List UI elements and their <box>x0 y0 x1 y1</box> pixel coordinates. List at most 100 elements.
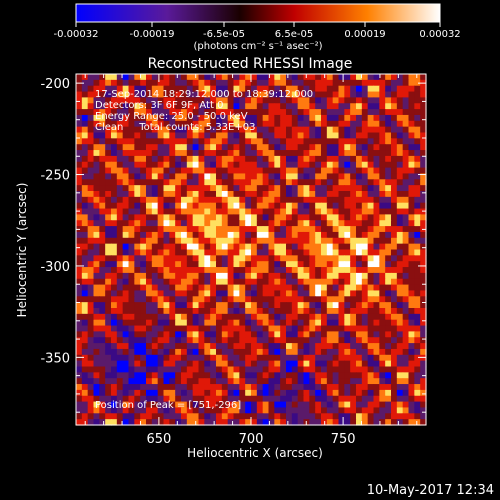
heatmap-cell <box>251 226 258 233</box>
heatmap-cell <box>408 85 415 93</box>
heatmap-cell <box>198 214 205 221</box>
heatmap-cell <box>128 74 135 81</box>
heatmap-cell <box>408 419 415 426</box>
heatmap-cell <box>361 179 369 186</box>
heatmap-cell <box>286 325 293 332</box>
heatmap-cell <box>245 167 252 175</box>
heatmap-cell <box>286 185 293 192</box>
heatmap-cell <box>309 191 316 198</box>
heatmap-cell <box>303 343 310 350</box>
heatmap-cell <box>256 167 264 175</box>
heatmap-cell <box>420 278 427 286</box>
heatmap-cell <box>338 296 345 303</box>
heatmap-cell <box>111 419 118 426</box>
heatmap-cell <box>210 109 217 116</box>
heatmap-cell <box>315 114 322 122</box>
heatmap-cell <box>134 278 141 286</box>
heatmap-cell <box>146 150 153 157</box>
heatmap-cell <box>140 185 147 192</box>
heatmap-cell <box>303 413 310 420</box>
heatmap-cell <box>385 202 392 210</box>
heatmap-cell <box>204 325 211 332</box>
heatmap-cell <box>291 413 299 420</box>
heatmap-cell <box>140 155 147 163</box>
heatmap-cell <box>321 278 328 286</box>
heatmap-cell <box>309 114 316 122</box>
heatmap-cell <box>227 366 235 373</box>
heatmap-cell <box>186 308 194 315</box>
heatmap-cell <box>81 132 89 139</box>
heatmap-cell <box>221 243 229 251</box>
heatmap-cell <box>157 97 165 104</box>
heatmap-cell <box>291 138 299 145</box>
heatmap-cell <box>391 419 398 426</box>
heatmap-cell <box>181 343 188 350</box>
heatmap-cell <box>338 378 345 385</box>
heatmap-cell <box>192 79 200 87</box>
heatmap-cell <box>280 243 287 251</box>
heatmap-cell <box>338 243 345 251</box>
heatmap-cell <box>391 74 398 81</box>
heatmap-cell <box>256 231 264 239</box>
heatmap-cell <box>396 267 404 274</box>
heatmap-cell <box>303 138 310 145</box>
heatmap-cell <box>151 267 159 274</box>
heatmap-cell <box>344 237 351 245</box>
heatmap-cell <box>356 109 363 116</box>
heatmap-cell <box>291 284 299 292</box>
heatmap-cell <box>239 354 246 362</box>
heatmap-cell <box>379 337 386 344</box>
heatmap-cell <box>344 114 351 122</box>
heatmap-cell <box>210 296 217 303</box>
heatmap-cell <box>396 97 404 104</box>
heatmap-cell <box>286 354 293 362</box>
heatmap-cell <box>274 103 281 110</box>
heatmap-cell <box>146 278 153 286</box>
heatmap-cell <box>175 331 182 338</box>
heatmap-cell <box>128 366 135 373</box>
heatmap-cell <box>221 138 229 145</box>
heatmap-cell <box>303 389 310 397</box>
heatmap-cell <box>408 384 415 391</box>
heatmap-cell <box>169 401 176 409</box>
heatmap-cell <box>280 97 287 104</box>
heatmap-cell <box>233 255 240 262</box>
heatmap-cell <box>408 103 415 110</box>
heatmap-cell <box>402 302 410 309</box>
heatmap-cell <box>87 114 95 122</box>
heatmap-cell <box>99 155 106 163</box>
heatmap-cell <box>268 85 275 93</box>
heatmap-cell <box>140 237 147 245</box>
heatmap-cell <box>280 79 287 87</box>
heatmap-cell <box>297 191 305 198</box>
heatmap-cell <box>297 360 305 368</box>
heatmap-cell <box>262 103 270 110</box>
heatmap-cell <box>157 144 165 151</box>
heatmap-cell <box>268 413 275 420</box>
heatmap-cell <box>99 167 106 175</box>
heatmap-cell <box>210 214 217 221</box>
heatmap-cell <box>128 150 135 157</box>
heatmap-cell <box>239 150 246 157</box>
heatmap-cell <box>204 220 211 227</box>
heatmap-cell <box>291 243 299 251</box>
heatmap-cell <box>239 255 246 262</box>
heatmap-cell <box>420 150 427 157</box>
heatmap-cell <box>256 109 264 116</box>
heatmap-cell <box>239 401 246 409</box>
heatmap-cell <box>286 155 293 163</box>
heatmap-cell <box>274 419 281 426</box>
heatmap-cell <box>286 284 293 292</box>
heatmap-cell <box>128 401 135 409</box>
heatmap-cell <box>140 255 147 262</box>
heatmap-cell <box>198 237 205 245</box>
heatmap-cell <box>303 243 310 251</box>
heatmap-cell <box>204 237 211 245</box>
heatmap-cell <box>128 384 135 391</box>
heatmap-cell <box>181 313 188 321</box>
heatmap-cell <box>105 255 112 262</box>
heatmap-cell <box>356 331 363 338</box>
heatmap-cell <box>385 214 392 221</box>
heatmap-cell <box>204 191 211 198</box>
heatmap-cell <box>332 343 340 350</box>
